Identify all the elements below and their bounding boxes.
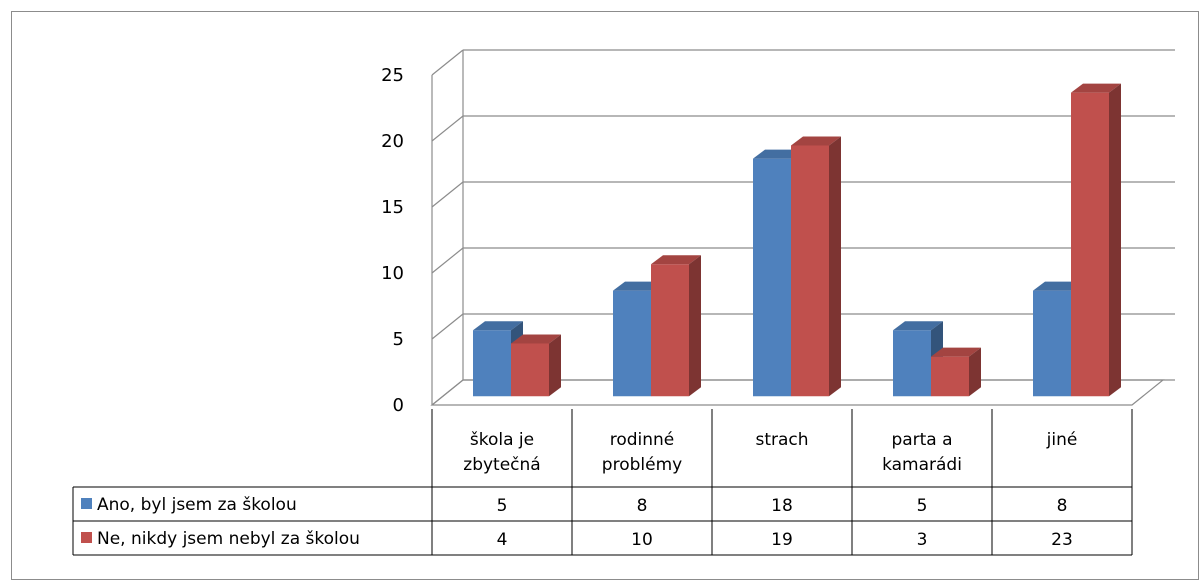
gridline-side [431, 313, 464, 340]
bar-ano [893, 330, 931, 397]
data-table-value: 10 [631, 530, 653, 550]
category-label: zbytečná [463, 455, 540, 475]
bar-top [893, 321, 943, 331]
data-table-value: 5 [917, 496, 928, 516]
bar-top [1071, 83, 1121, 93]
bar-top [651, 255, 701, 265]
category-label: strach [755, 430, 808, 450]
legend-swatch-ano [81, 498, 92, 509]
bar-ne [651, 264, 689, 397]
category-label: kamarádi [882, 455, 962, 475]
bar-ano [613, 290, 651, 397]
gridline-side [431, 49, 464, 76]
bar-side [969, 347, 981, 397]
bar-top [1033, 281, 1083, 291]
y-tick-label: 15 [381, 197, 404, 218]
y-tick-label: 20 [381, 131, 404, 152]
category-label: jiné [1046, 430, 1078, 450]
bar-ne [931, 356, 969, 397]
bar-ano [1033, 290, 1071, 397]
data-table-value: 19 [771, 530, 793, 550]
bar-top [791, 136, 841, 146]
category-label: parta a [891, 430, 952, 450]
bar-top [931, 347, 981, 357]
gridline-side [431, 181, 464, 208]
bar-side [689, 255, 701, 397]
data-table-value: 18 [771, 496, 793, 516]
bar-top [613, 281, 663, 291]
legend-swatch-ne [81, 532, 92, 543]
bar-chart: 0 5 10 15 20 25 škola je zbytečná rodinné problém… [72, 49, 1175, 556]
data-table-value: 3 [917, 530, 928, 550]
bar-top [473, 321, 523, 331]
gridline-side [431, 247, 464, 274]
bar-ano [473, 330, 511, 397]
data-table-value: 8 [637, 496, 648, 516]
bar-ano [753, 158, 791, 397]
bar-side [829, 136, 841, 397]
gridline-side [431, 379, 464, 406]
bar-ne [791, 145, 829, 397]
category-label: problémy [602, 455, 682, 475]
category-label: rodinné [610, 430, 675, 450]
bar-side [549, 334, 561, 397]
y-tick-label: 0 [393, 395, 404, 416]
data-table-value: 4 [497, 530, 508, 550]
data-table-value: 23 [1051, 530, 1073, 550]
y-tick-label: 25 [381, 65, 404, 86]
y-tick-label: 10 [381, 263, 404, 284]
legend-label: Ne, nikdy jsem nebyl za školou [97, 529, 360, 549]
bar-side [1109, 83, 1121, 397]
category-label: škola je [470, 430, 534, 450]
bar-top [511, 334, 561, 344]
chart-frame: 0 5 10 15 20 25 škola je zbytečná rodinné problém… [11, 11, 1199, 580]
gridline-side [431, 115, 464, 142]
y-tick-label: 5 [393, 329, 404, 350]
bar-ne [1071, 92, 1109, 397]
data-table-value: 5 [497, 496, 508, 516]
bar-ne [511, 343, 549, 397]
bar-top [753, 149, 803, 159]
legend-label: Ano, byl jsem za školou [97, 495, 297, 515]
data-table-value: 8 [1057, 496, 1068, 516]
